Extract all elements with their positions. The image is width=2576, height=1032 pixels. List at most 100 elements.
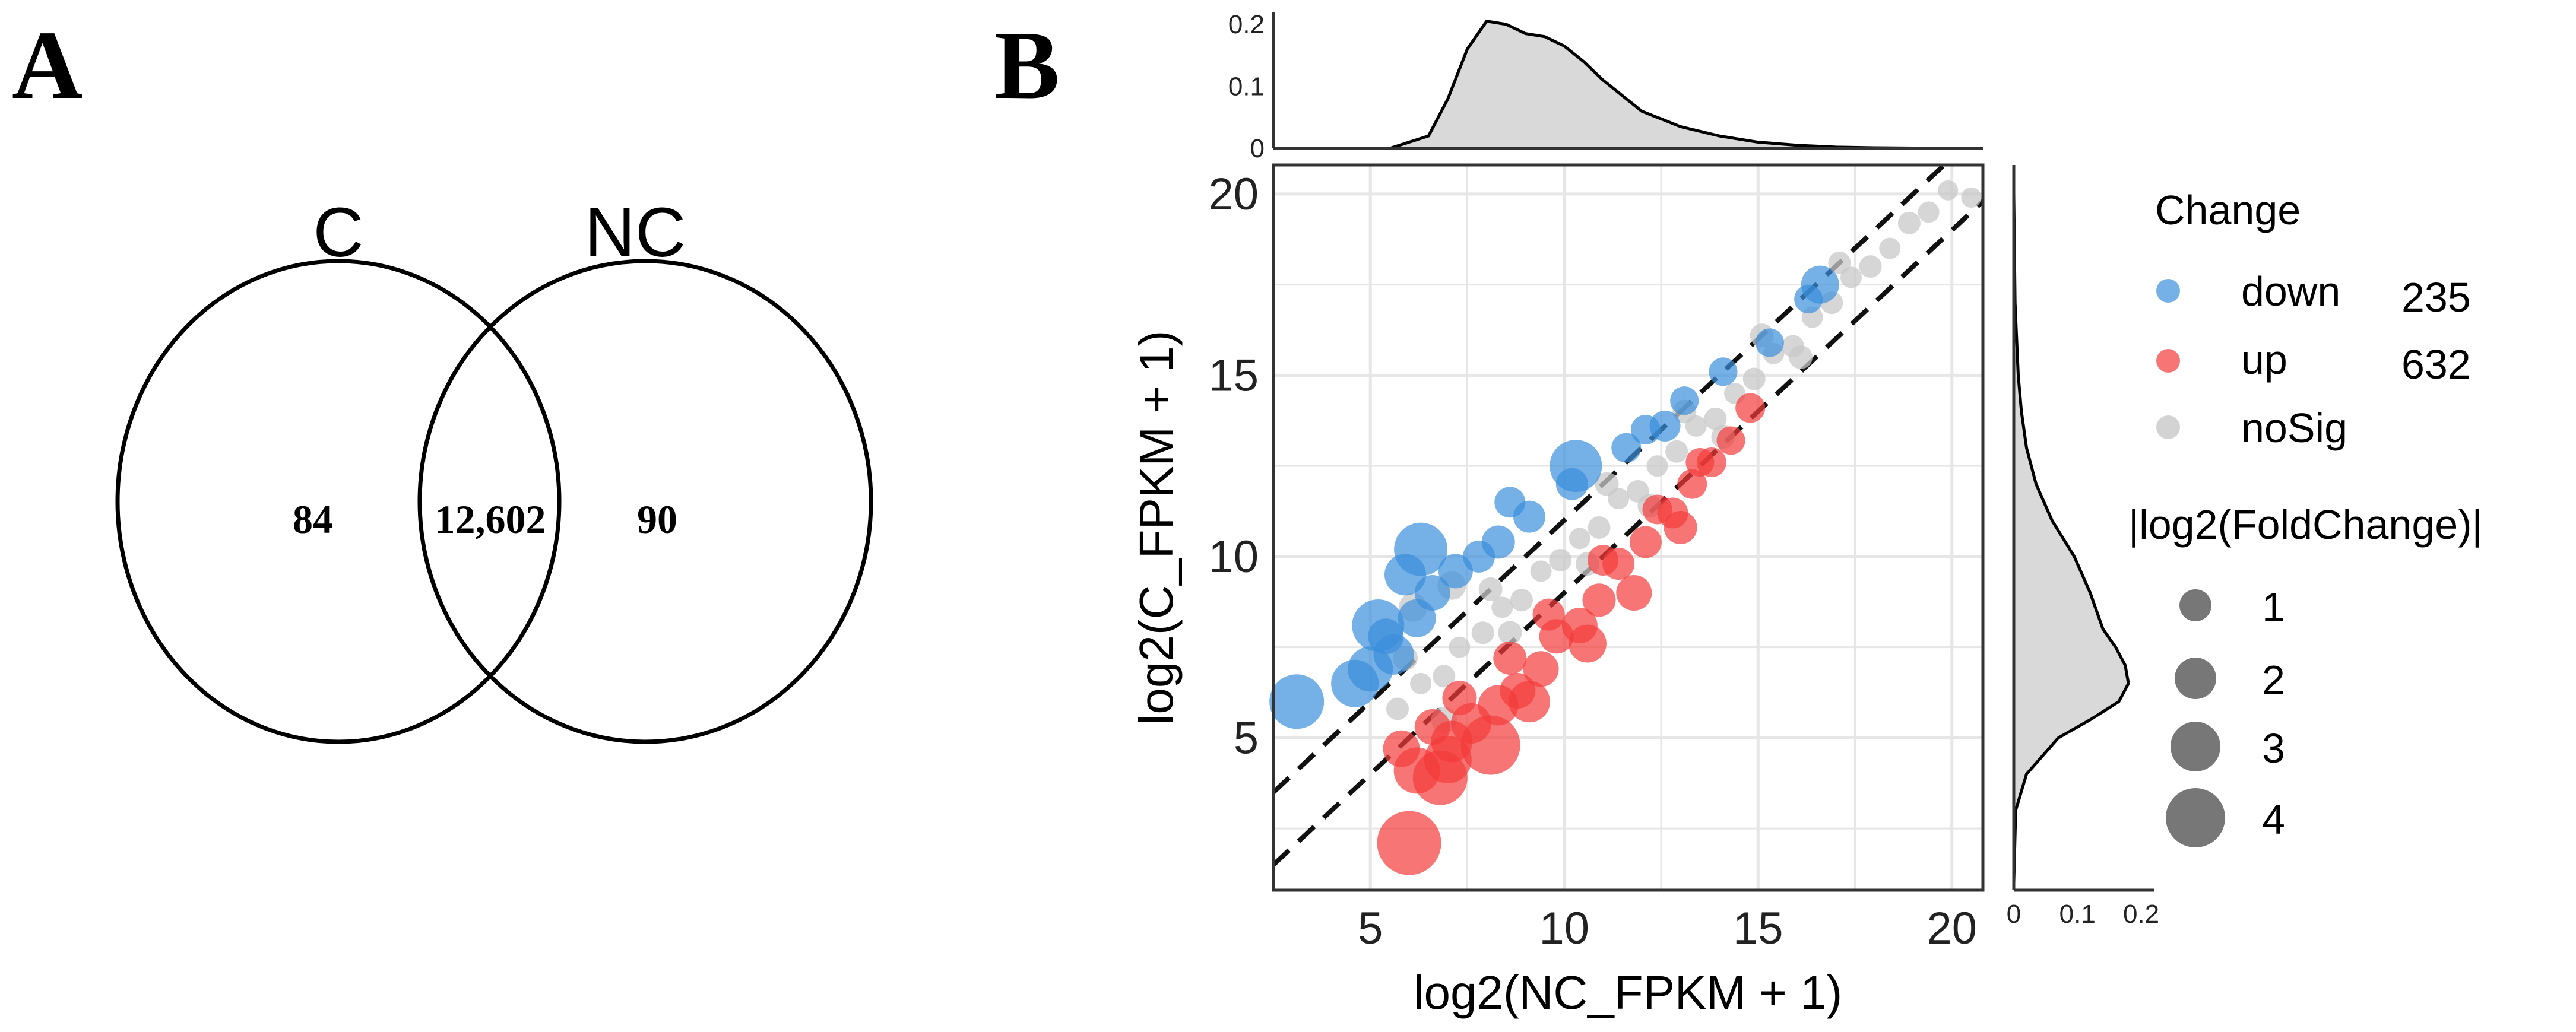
x-axis-ticks: 5 10 15 20 (1358, 903, 1977, 954)
point-up (1523, 651, 1559, 687)
venn-only-c-count: 84 (293, 497, 333, 542)
point-down (1709, 357, 1738, 386)
legend-size-label: 1 (2262, 584, 2285, 630)
point-nosig (1742, 367, 1766, 390)
y-tick-label: 20 (1208, 169, 1259, 220)
venn-set-label-c: C (313, 193, 363, 272)
right-density-tick: 0 (2007, 900, 2021, 929)
point-up (1685, 448, 1715, 477)
point-nosig (1498, 621, 1522, 645)
point-nosig (1549, 548, 1572, 571)
legend-size-key-4 (2166, 788, 2225, 847)
legend-label-down: down (2241, 268, 2340, 315)
point-nosig (1859, 255, 1882, 278)
point-nosig (1665, 440, 1688, 463)
point-down (1611, 433, 1642, 463)
point-down (1269, 674, 1325, 729)
venn-circle-c (115, 259, 562, 744)
x-tick-label: 10 (1539, 903, 1589, 954)
legend-size-label: 2 (2262, 657, 2285, 703)
legend-label-nosig: noSig (2241, 405, 2347, 451)
point-up (1493, 641, 1527, 675)
top-density-tick: 0.2 (1228, 10, 1265, 39)
top-density-curve (1389, 19, 1952, 150)
legend-color-title: Change (2155, 187, 2301, 233)
point-down (1755, 328, 1784, 357)
right-density-tick: 0.2 (2123, 900, 2159, 929)
legend-size-label: 3 (2262, 725, 2285, 771)
point-up (1642, 494, 1672, 525)
point-nosig (1588, 516, 1611, 539)
point-up (1532, 598, 1565, 631)
point-up (1414, 709, 1450, 745)
top-density: 0 0.1 0.2 (1228, 10, 1983, 163)
reference-line-lower (1272, 199, 1985, 867)
panel-b: B 5 10 15 20 5 10 15 20 log2(NC_FPKM + 1… (994, 10, 2483, 1019)
legend-count-down: 235 (2401, 274, 2471, 320)
point-down (1494, 487, 1526, 518)
point-down (1368, 618, 1404, 655)
point-nosig (1569, 528, 1590, 550)
point-up (1442, 681, 1477, 716)
point-up (1508, 681, 1550, 723)
right-density-curve (2012, 193, 2130, 883)
y-tick-label: 15 (1208, 350, 1259, 401)
y-axis-ticks: 5 10 15 20 (1208, 169, 1259, 764)
venn-overlap-count: 12,602 (435, 497, 546, 542)
legend-key-down (2156, 279, 2180, 303)
y-tick-label: 10 (1208, 532, 1259, 582)
point-up (1716, 426, 1745, 455)
venn-only-nc-count: 90 (637, 497, 677, 542)
point-up (1568, 624, 1607, 663)
legend-size-title: |log2(FoldChange)| (2128, 501, 2483, 548)
right-density: 0 0.1 0.2 (2007, 165, 2159, 929)
point-nosig (1918, 201, 1940, 223)
point-nosig (1471, 621, 1494, 644)
y-tick-label: 5 (1234, 713, 1259, 763)
point-up (1383, 730, 1420, 767)
legend-label-up: up (2241, 336, 2287, 383)
point-nosig (1646, 455, 1668, 477)
legend-size-key-1 (2179, 589, 2211, 621)
point-down (1630, 415, 1661, 445)
point-down (1394, 522, 1448, 576)
top-density-tick: 0 (1250, 134, 1265, 163)
point-nosig (1897, 211, 1921, 234)
point-nosig (1449, 636, 1471, 658)
venn-circle-nc (417, 259, 873, 744)
point-nosig (1595, 472, 1619, 496)
legend: Change down 235 up 632 noSig |log2(FoldC… (2128, 187, 2483, 847)
point-down (1801, 265, 1839, 304)
panel-b-label: B (994, 11, 1060, 119)
point-nosig (1510, 589, 1533, 612)
point-nosig (1410, 672, 1432, 694)
legend-size-key-3 (2171, 722, 2220, 771)
point-up (1677, 469, 1707, 499)
point-nosig (1478, 577, 1503, 601)
point-nosig (1704, 407, 1727, 430)
right-density-tick: 0.1 (2059, 900, 2096, 929)
x-tick-label: 5 (1358, 903, 1383, 954)
point-down (1550, 440, 1602, 493)
point-nosig (1491, 596, 1513, 618)
point-up (1424, 736, 1472, 784)
legend-size-label: 4 (2262, 796, 2285, 843)
legend-key-up (2156, 349, 2180, 373)
x-tick-label: 15 (1733, 903, 1783, 954)
x-axis-title: log2(NC_FPKM + 1) (1414, 966, 1842, 1019)
grid-lines (1272, 165, 1983, 890)
plot-panel (1273, 165, 1983, 890)
point-nosig (1828, 251, 1851, 274)
point-nosig (1938, 180, 1959, 201)
legend-count-up: 632 (2401, 341, 2471, 388)
point-up (1582, 583, 1616, 617)
point-down (1463, 540, 1495, 573)
top-density-tick: 0.1 (1228, 72, 1265, 101)
point-up (1664, 511, 1697, 544)
point-up (1735, 393, 1766, 423)
point-up (1588, 544, 1619, 576)
plot-border (1272, 163, 1985, 892)
point-nosig (1530, 560, 1552, 582)
point-nosig (1789, 345, 1813, 369)
